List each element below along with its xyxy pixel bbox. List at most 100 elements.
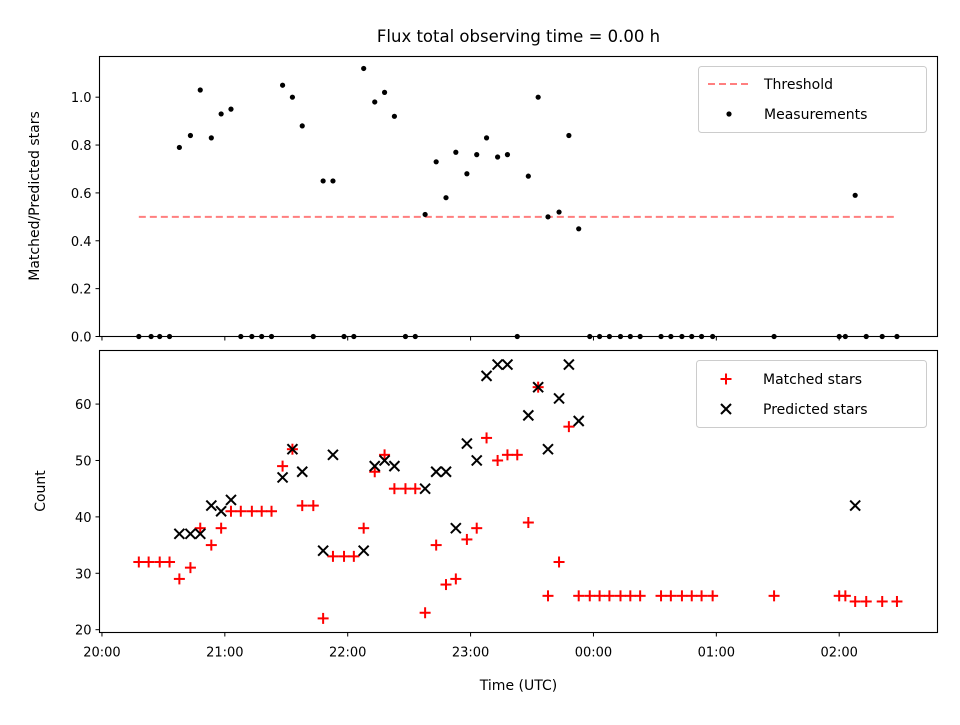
matched-star-point <box>133 556 145 568</box>
predicted-star-point <box>430 466 442 478</box>
matched-star-point <box>388 483 400 495</box>
matched-star-point <box>277 460 289 472</box>
legend-matched-marker <box>720 373 732 385</box>
matched-star-point <box>594 590 606 602</box>
measurement-point <box>535 94 541 100</box>
matched-star-point <box>471 522 483 534</box>
bottom-y-tick-label: 60 <box>75 398 92 413</box>
matched-star-point <box>235 505 247 517</box>
matched-star-point <box>307 500 319 512</box>
matched-star-point <box>603 590 615 602</box>
bottom-y-tick-label: 20 <box>75 624 92 639</box>
matched-star-point <box>246 505 258 517</box>
predicted-star-point <box>491 358 504 371</box>
bottom-x-ticks: 20:00 21:00 22:00 23:00 00:00 01:00 02:00 <box>83 632 858 661</box>
matched-star-point <box>624 590 636 602</box>
predicted-star-point <box>573 415 585 427</box>
predicted-star-point <box>357 545 370 557</box>
legend-measurements-swatch <box>726 111 732 117</box>
matched-star-point <box>860 595 872 607</box>
measurement-point <box>279 82 286 88</box>
matched-star-point <box>849 595 861 607</box>
matched-star-point <box>563 421 575 433</box>
predicted-star-point <box>388 460 401 472</box>
measurement-point <box>525 173 531 179</box>
matched-star-point <box>876 595 888 607</box>
matched-star-point <box>225 505 237 517</box>
top-y-tick-label: 0.0 <box>71 331 92 346</box>
predicted-star-point <box>532 381 544 393</box>
matched-star-point <box>266 505 278 517</box>
matched-star-point <box>164 556 176 568</box>
predicted-star-point <box>419 482 431 495</box>
measurement-point <box>464 171 470 177</box>
predicted-star-point <box>184 528 197 540</box>
matched-star-point <box>369 466 381 478</box>
matched-star-point <box>768 590 780 602</box>
bottom-y-ticks: 20 30 40 50 60 <box>75 398 100 639</box>
measurement-point <box>474 152 480 158</box>
matched-star-point <box>655 590 667 602</box>
measurement-point <box>208 135 214 141</box>
bottom-y-axis-label: Count <box>33 470 49 512</box>
bottom-x-tick-label: 00:00 <box>575 646 612 661</box>
top-legend: Threshold Measurements <box>698 66 927 133</box>
legend-matched-swatch <box>720 373 732 385</box>
predicted-star-point <box>327 449 339 461</box>
top-y-tick-label: 0.2 <box>71 283 92 298</box>
bottom-y-tick-label: 50 <box>75 454 92 469</box>
measurement-point <box>504 152 511 158</box>
matched-star-point <box>461 533 473 545</box>
matched-star-point <box>215 522 227 534</box>
legend-threshold-label: Threshold <box>763 77 833 93</box>
matched-star-point <box>358 522 370 534</box>
matched-star-point <box>634 590 646 602</box>
predicted-star-point <box>542 443 554 455</box>
bottom-plot-frame <box>98 349 939 634</box>
matched-star-point <box>891 595 903 607</box>
top-y-tick-label: 0.4 <box>71 235 92 250</box>
measurement-point <box>545 214 551 220</box>
top-x-ticks <box>101 336 840 341</box>
bottom-plot: 20 30 40 50 60 20:00 21:00 22:00 23:00 00:00 01:0… <box>33 349 939 694</box>
top-y-tick-label: 0.8 <box>71 139 92 154</box>
matched-star-point <box>399 483 411 495</box>
bottom-x-tick-label: 02:00 <box>820 646 857 661</box>
matched-star-point <box>511 449 523 461</box>
matched-star-point <box>430 539 442 551</box>
measurement-point <box>187 132 194 139</box>
predicted-star-point <box>205 499 218 512</box>
matched-star-point <box>440 579 452 591</box>
measurement-point <box>320 178 326 184</box>
matched-star-point <box>553 556 565 568</box>
measurement-point <box>495 154 501 160</box>
bottom-x-tick-label: 20:00 <box>83 646 120 661</box>
bottom-legend: Matched stars Predicted stars <box>696 360 927 428</box>
measurement-point <box>852 192 858 198</box>
predicted-star-point <box>849 499 861 512</box>
top-y-ticks: 0.0 0.2 0.4 0.6 0.8 1.0 <box>71 91 100 346</box>
matched-star-point <box>492 454 504 466</box>
predicted-star-point <box>501 358 514 371</box>
measurement-point <box>483 135 490 141</box>
top-plot: 0.0 0.2 0.4 0.6 0.8 1.0 Matched/Predicted sta… <box>27 55 939 346</box>
bottom-x-tick-label: 21:00 <box>206 646 243 661</box>
measurement-point <box>576 226 582 232</box>
measurement-point <box>391 113 397 119</box>
measurement-point <box>176 144 182 151</box>
top-plot-frame <box>98 55 939 338</box>
predicted-star-point <box>225 494 237 506</box>
predicted-star-point <box>378 454 391 467</box>
measurement-point <box>330 178 336 184</box>
measurement-point <box>299 123 305 129</box>
matched-star-point <box>665 590 677 602</box>
matched-star-point <box>184 562 196 574</box>
matched-star-point <box>154 556 166 568</box>
measurement-point <box>289 94 296 100</box>
matched-star-point <box>696 590 708 602</box>
top-legend-box <box>698 66 927 133</box>
top-plot-marks <box>136 65 900 340</box>
predicted-star-point <box>317 545 329 557</box>
legend-predicted-marker <box>720 403 732 415</box>
